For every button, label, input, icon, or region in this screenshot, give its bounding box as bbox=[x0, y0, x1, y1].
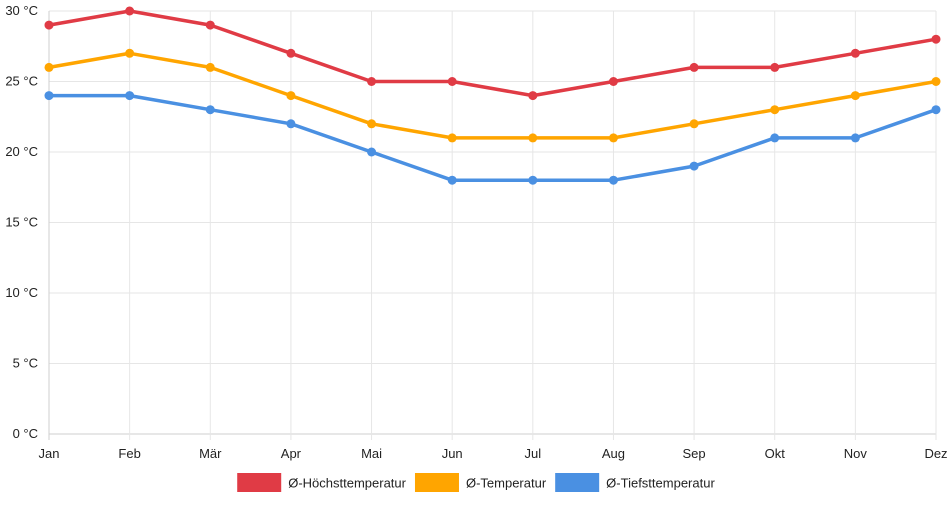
data-point[interactable] bbox=[125, 6, 135, 16]
data-point[interactable] bbox=[125, 91, 135, 101]
y-tick-label: 25 °C bbox=[5, 74, 38, 89]
data-point[interactable] bbox=[931, 105, 941, 115]
data-point[interactable] bbox=[689, 62, 699, 72]
y-tick-label: 30 °C bbox=[5, 3, 38, 18]
data-point[interactable] bbox=[367, 77, 377, 86]
x-tick-label: Sep bbox=[683, 446, 706, 461]
legend-label: Ø-Höchsttemperatur bbox=[288, 476, 406, 491]
data-point[interactable] bbox=[125, 48, 135, 58]
x-tick-label: Jun bbox=[442, 446, 463, 461]
x-tick-label: Apr bbox=[281, 446, 302, 461]
x-tick-label: Mär bbox=[199, 446, 222, 461]
data-point[interactable] bbox=[528, 133, 538, 143]
y-tick-label: 20 °C bbox=[5, 144, 38, 159]
axis-layer: 0 °C 5 °C 10 °C 15 °C 20 °C 25 °C 30 °C Jan Feb M… bbox=[5, 3, 947, 461]
y-tick-label: 0 °C bbox=[13, 426, 38, 441]
y-tick-label: 5 °C bbox=[13, 356, 38, 371]
legend-item[interactable]: Ø-Temperatur bbox=[414, 473, 547, 492]
data-point[interactable] bbox=[286, 48, 296, 58]
x-tick-label: Mai bbox=[361, 446, 382, 461]
data-point[interactable] bbox=[205, 62, 215, 72]
data-point[interactable] bbox=[931, 34, 941, 44]
data-point[interactable] bbox=[608, 175, 618, 185]
series-2 bbox=[44, 48, 941, 143]
x-tick-label: Feb bbox=[118, 446, 140, 461]
grid-layer bbox=[48, 10, 937, 440]
data-point[interactable] bbox=[770, 105, 780, 115]
x-tick-label: Nov bbox=[844, 446, 868, 461]
data-point[interactable] bbox=[931, 77, 941, 86]
data-point[interactable] bbox=[850, 91, 860, 101]
data-point[interactable] bbox=[850, 133, 860, 143]
data-point[interactable] bbox=[367, 119, 377, 129]
data-point[interactable] bbox=[44, 20, 54, 30]
data-point[interactable] bbox=[447, 175, 457, 185]
data-point[interactable] bbox=[608, 133, 618, 143]
data-point[interactable] bbox=[528, 175, 538, 185]
data-point[interactable] bbox=[286, 91, 296, 101]
data-point[interactable] bbox=[286, 119, 296, 129]
series-line bbox=[47, 9, 938, 98]
data-point[interactable] bbox=[689, 161, 699, 171]
x-tick-label: Dez bbox=[924, 446, 947, 461]
data-point[interactable] bbox=[44, 91, 54, 101]
x-tick-label: Jul bbox=[525, 446, 542, 461]
legend-label: Ø-Tiefsttemperatur bbox=[606, 476, 715, 491]
series-1 bbox=[44, 6, 941, 101]
y-tick-label: 10 °C bbox=[5, 285, 38, 300]
series-line bbox=[47, 93, 938, 182]
data-point[interactable] bbox=[205, 105, 215, 115]
x-tick-label: Jan bbox=[39, 446, 60, 461]
legend-swatch bbox=[237, 473, 282, 492]
series-layer bbox=[44, 6, 941, 185]
y-tick-label: 15 °C bbox=[5, 215, 38, 230]
legend-item[interactable]: Ø-Höchsttemperatur bbox=[237, 473, 407, 492]
legend-label: Ø-Temperatur bbox=[466, 476, 547, 491]
legend-swatch bbox=[414, 473, 459, 492]
data-point[interactable] bbox=[850, 48, 860, 58]
x-tick-label: Aug bbox=[602, 446, 625, 461]
data-point[interactable] bbox=[608, 77, 618, 86]
data-point[interactable] bbox=[770, 133, 780, 143]
series-3 bbox=[44, 91, 941, 185]
series-line bbox=[47, 51, 938, 140]
data-point[interactable] bbox=[447, 133, 457, 143]
data-point[interactable] bbox=[447, 77, 457, 86]
data-point[interactable] bbox=[689, 119, 699, 129]
data-point[interactable] bbox=[367, 147, 377, 157]
legend-item[interactable]: Ø-Tiefsttemperatur bbox=[555, 473, 715, 492]
data-point[interactable] bbox=[44, 62, 54, 72]
data-point[interactable] bbox=[528, 91, 538, 101]
legend[interactable]: Ø-Höchsttemperatur Ø-Temperatur Ø-Tiefstte… bbox=[237, 473, 715, 492]
data-point[interactable] bbox=[205, 20, 215, 30]
x-tick-label: Okt bbox=[765, 446, 786, 461]
data-point[interactable] bbox=[770, 62, 780, 72]
legend-swatch bbox=[555, 473, 600, 492]
